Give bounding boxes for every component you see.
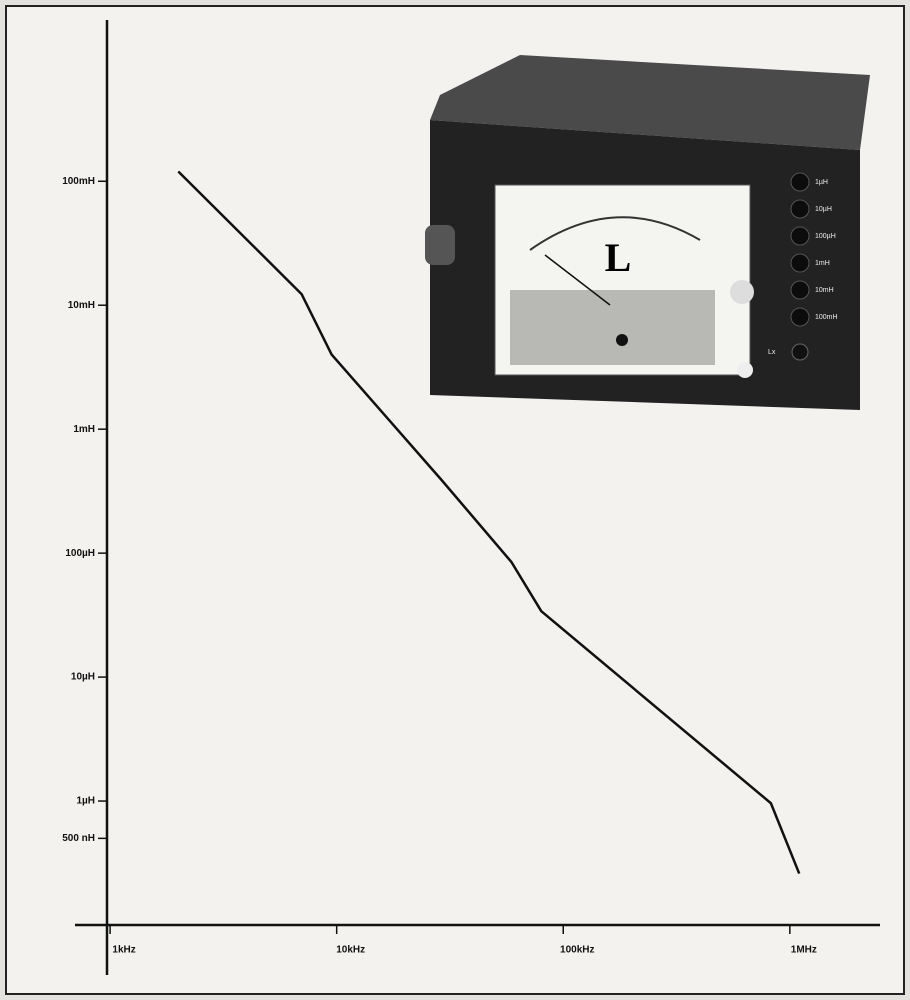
range-button (790, 253, 810, 273)
range-button-label: 100mH (815, 314, 838, 321)
range-button-label: 10mH (815, 287, 834, 294)
range-button (790, 199, 810, 219)
range-button (790, 172, 810, 192)
meter-pivot (616, 334, 628, 346)
range-button-label: 100µH (815, 233, 836, 240)
y-tick-label: 10mH (68, 300, 95, 311)
range-button-label: 1mH (815, 260, 830, 267)
x-tick-label: 100kHz (560, 945, 594, 956)
meter-needle (544, 254, 611, 306)
y-tick-label: 1µH (76, 796, 95, 807)
x-tick-label: 1MHz (791, 945, 817, 956)
y-tick-label: 500 nH (62, 833, 95, 844)
y-tick-label: 1mH (73, 424, 95, 435)
meter-scale (529, 216, 701, 251)
y-tick-label: 10µH (71, 672, 95, 683)
knob (730, 280, 754, 304)
side-handle (425, 225, 455, 265)
y-tick-label: 100mH (62, 176, 95, 187)
meter-label: L (605, 235, 632, 280)
x-tick-label: 1kHz (112, 945, 135, 956)
terminal-white (737, 362, 753, 378)
data-line (177, 170, 801, 875)
terminal-black (791, 343, 809, 361)
range-button-label: 1µH (815, 179, 828, 186)
y-tick-label: 100µH (65, 548, 95, 559)
range-button-label: 10µH (815, 206, 832, 213)
case-top (430, 55, 870, 150)
instrument-photo: L Lx (425, 55, 870, 410)
meter-lower (510, 290, 715, 365)
range-button (790, 226, 810, 246)
input-label: Lx (768, 349, 776, 356)
x-tick-label: 10kHz (336, 945, 365, 956)
range-button (790, 307, 810, 327)
range-buttons: 1µH 10µH 100µH 1mH 10mH 100mH (790, 172, 838, 327)
range-button (790, 280, 810, 300)
